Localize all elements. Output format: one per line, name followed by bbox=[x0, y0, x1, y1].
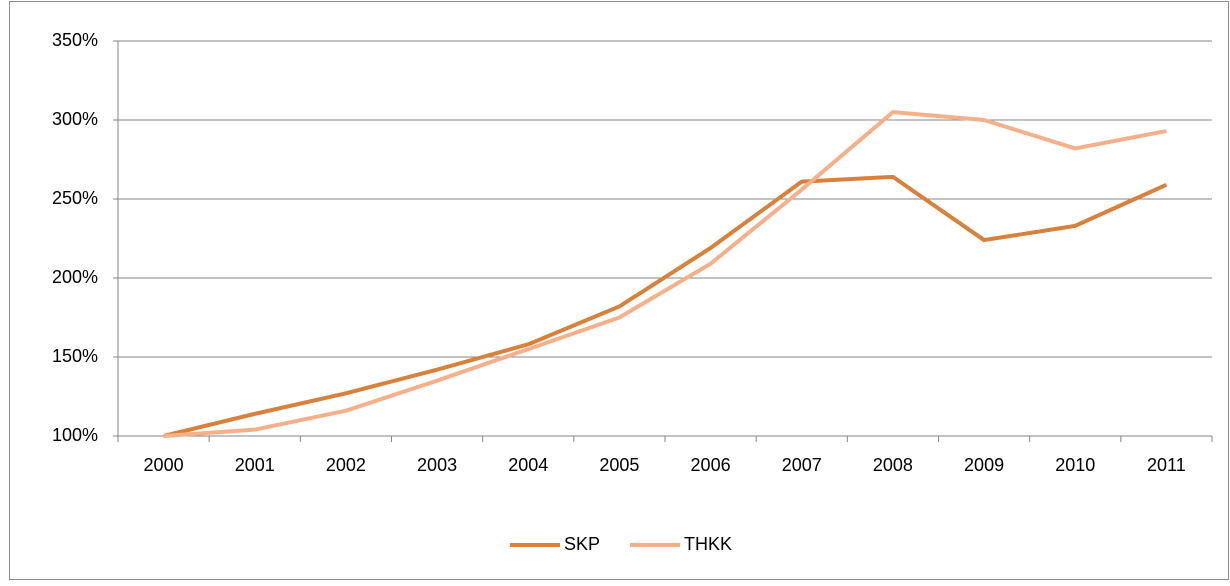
y-tick-label: 200% bbox=[52, 267, 98, 287]
x-tick-label: 2004 bbox=[508, 455, 548, 475]
legend-label: SKP bbox=[564, 534, 600, 554]
y-tick-label: 300% bbox=[52, 109, 98, 129]
x-tick-label: 2001 bbox=[235, 455, 275, 475]
chart-frame bbox=[9, 1, 1229, 580]
x-tick-label: 2003 bbox=[417, 455, 457, 475]
series-line bbox=[163, 174, 1168, 438]
y-tick-label: 250% bbox=[52, 188, 98, 208]
x-tick-label: 2002 bbox=[326, 455, 366, 475]
x-tick-label: 2006 bbox=[691, 455, 731, 475]
x-tick-label: 2011 bbox=[1147, 455, 1186, 475]
x-tick-label: 2000 bbox=[144, 455, 184, 475]
x-tick-label: 2009 bbox=[964, 455, 1004, 475]
y-tick-label: 350% bbox=[52, 30, 98, 50]
x-tick-label: 2008 bbox=[873, 455, 913, 475]
series-line bbox=[163, 110, 1167, 438]
legend-label: THKK bbox=[684, 534, 732, 554]
x-tick-label: 2007 bbox=[782, 455, 822, 475]
y-tick-label: 100% bbox=[52, 425, 98, 445]
x-tick-label: 2010 bbox=[1055, 455, 1095, 475]
y-tick-label: 150% bbox=[52, 346, 98, 366]
x-tick-label: 2005 bbox=[599, 455, 639, 475]
